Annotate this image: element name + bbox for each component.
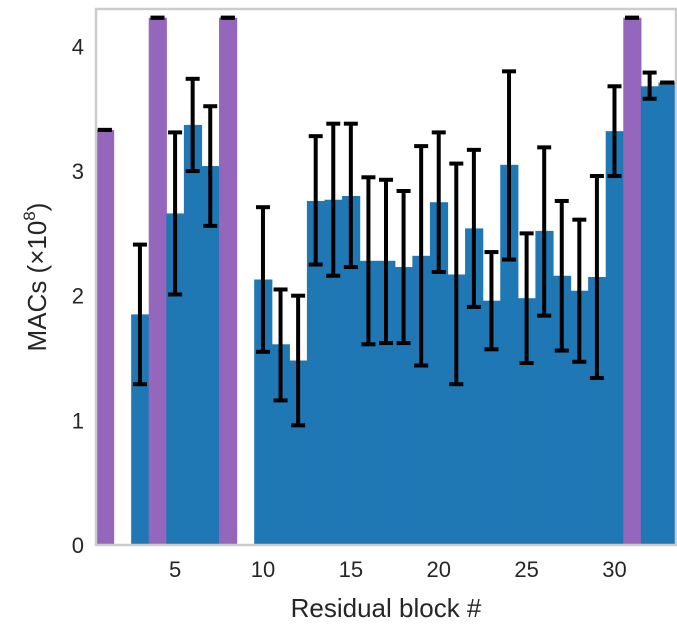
y-tick-label-3: 3 (72, 159, 84, 184)
bar-block-14 (324, 199, 343, 545)
bar-block-26 (535, 230, 554, 545)
bar-block-21 (447, 274, 466, 545)
bar-block-8 (219, 17, 238, 545)
bar-block-27 (552, 275, 572, 545)
bar-block-10 (254, 279, 273, 545)
error-bar-block-3 (132, 242, 147, 387)
error-bar-block-26 (537, 145, 552, 318)
y-tick-label-1: 1 (72, 408, 84, 433)
error-bar-block-11 (273, 287, 288, 403)
error-bar-block-32 (642, 70, 657, 101)
x-tick-label-25: 25 (514, 557, 538, 582)
y-axis-label-main: MACs (×10 (22, 221, 52, 352)
error-bar-block-20 (431, 130, 446, 275)
y-tick-label-2: 2 (72, 284, 84, 309)
y-axis-label-close: ) (22, 203, 52, 212)
error-bar-block-23 (484, 250, 499, 352)
error-bar-block-14 (326, 121, 341, 278)
bar-block-30 (605, 131, 624, 545)
error-bar-block-19 (414, 144, 429, 368)
error-bar-block-21 (449, 161, 464, 387)
bar-block-17 (377, 260, 396, 545)
error-bar-block-13 (308, 134, 323, 267)
error-bar-block-7 (203, 104, 218, 228)
bar-block-28 (570, 290, 589, 545)
bar-block-3 (131, 314, 150, 545)
x-tick-label-10: 10 (251, 557, 275, 582)
bar-block-19 (412, 255, 431, 545)
x-axis-label: Residual block # (291, 593, 482, 623)
bar-block-16 (359, 260, 378, 545)
error-bar-block-15 (343, 121, 358, 270)
x-tick-label-15: 15 (339, 557, 363, 582)
bar-block-33 (658, 82, 677, 545)
error-bar-block-5 (168, 130, 183, 297)
bar-block-32 (640, 86, 660, 545)
bar-block-6 (183, 124, 203, 545)
error-bar-block-30 (607, 84, 622, 179)
y-tick-label-4: 4 (72, 34, 84, 59)
bar-block-25 (517, 298, 536, 545)
bar-block-29 (588, 277, 607, 545)
bar-block-1 (96, 129, 115, 545)
bar-block-13 (306, 200, 326, 546)
bar-block-20 (429, 202, 449, 546)
error-bar-block-27 (554, 198, 569, 353)
x-tick-label-30: 30 (602, 557, 626, 582)
error-bar-block-29 (589, 174, 604, 380)
error-bar-block-25 (519, 231, 534, 366)
bar-block-31 (623, 17, 642, 545)
bar-block-18 (394, 267, 413, 545)
y-axis-label-exponent: 8 (20, 211, 39, 220)
x-tick-labels: 5 10 15 20 25 30 (169, 557, 627, 582)
bar-block-15 (342, 195, 361, 545)
error-bar-block-10 (255, 205, 270, 354)
y-tick-label-0: 0 (72, 533, 84, 558)
error-bar-block-28 (572, 217, 587, 364)
error-bars-layer (97, 15, 675, 428)
bar-block-11 (271, 344, 290, 545)
error-bar-block-16 (361, 175, 376, 347)
error-bar-block-6 (185, 76, 200, 174)
x-tick-label-20: 20 (426, 557, 450, 582)
bar-block-4 (148, 17, 167, 545)
y-axis-label: MACs (×108) (20, 203, 52, 352)
x-tick-label-5: 5 (169, 557, 181, 582)
bar-block-23 (482, 300, 501, 545)
bar-block-7 (201, 166, 220, 545)
bar-block-12 (289, 360, 308, 545)
error-bar-block-22 (466, 147, 481, 309)
error-bar-block-12 (291, 293, 306, 428)
y-tick-labels: 0 1 2 3 4 (72, 34, 84, 558)
error-bar-block-17 (379, 177, 393, 346)
error-bar-block-24 (502, 69, 517, 262)
error-bar-block-18 (396, 188, 411, 346)
plot-frame (94, 7, 677, 547)
